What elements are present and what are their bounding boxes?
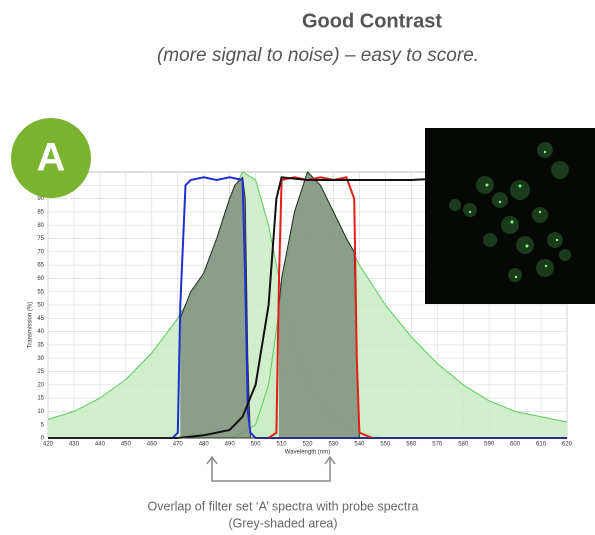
- x-tick-label: 500: [251, 442, 262, 448]
- x-tick-label: 550: [380, 442, 391, 448]
- y-tick-label: 0: [41, 436, 45, 442]
- micrograph: [425, 128, 595, 304]
- x-tick-label: 510: [277, 442, 288, 448]
- subtitle: (more signal to noise) – easy to score.: [157, 45, 479, 66]
- spots: [468, 150, 559, 279]
- x-tick-label: 450: [121, 442, 132, 448]
- y-tick-label: 45: [37, 316, 44, 322]
- line: [179, 176, 251, 439]
- y-tick-label: 50: [37, 303, 44, 309]
- x-axis-label: Wavelength (nm): [285, 450, 330, 456]
- caption-line: Overlap of filter set ‘A’ spectra with p…: [148, 499, 419, 513]
- x-tick-label: 590: [484, 442, 495, 448]
- y-tick-label: 35: [37, 342, 44, 348]
- y-tick-label: 85: [37, 209, 44, 215]
- x-tick-label: 620: [562, 442, 573, 448]
- x-tick-label: 570: [432, 442, 443, 448]
- x-tick-label: 460: [147, 442, 158, 448]
- x-tick-label: 530: [328, 442, 339, 448]
- y-tick-label: 65: [37, 263, 44, 269]
- x-tick-label: 600: [510, 442, 521, 448]
- badge-circle: [11, 118, 91, 198]
- title: Good Contrast: [302, 10, 442, 32]
- x-tick-label: 560: [406, 442, 417, 448]
- area: [180, 177, 251, 439]
- y-tick-label: 60: [37, 276, 44, 282]
- y-tick-label: 25: [37, 369, 44, 375]
- y-tick-label: 15: [37, 396, 44, 402]
- area: [278, 172, 360, 438]
- x-tick-label: 610: [536, 442, 547, 448]
- badge-label: A: [37, 136, 66, 180]
- y-tick-label: 70: [37, 249, 44, 255]
- y-tick-label: 30: [37, 356, 44, 362]
- caption-line: (Grey-shaded area): [228, 516, 337, 530]
- x-tick-label: 490: [225, 442, 236, 448]
- cells: [449, 142, 571, 282]
- x-tick-label: 520: [302, 442, 313, 448]
- y-tick-label: 75: [37, 236, 44, 242]
- badge: A: [11, 118, 91, 198]
- x-tick-label: 420: [43, 442, 54, 448]
- y-tick-label: 80: [37, 223, 44, 229]
- x-tick-label: 430: [69, 442, 80, 448]
- x-tick-label: 440: [95, 442, 106, 448]
- y-tick-label: 20: [37, 382, 44, 388]
- y-tick-label: 5: [41, 422, 45, 428]
- x-tick-label: 580: [458, 442, 469, 448]
- y-tick-label: 90: [37, 196, 44, 202]
- y-axis-label: Transmission (%): [28, 302, 34, 348]
- overlap-arrow: [206, 455, 336, 482]
- y-tick-label: 10: [37, 409, 44, 415]
- x-tick-label: 480: [199, 442, 210, 448]
- line: [48, 176, 567, 439]
- x-tick-label: 470: [173, 442, 184, 448]
- line: [268, 176, 373, 439]
- y-tick-label: 40: [37, 329, 44, 335]
- y-tick-label: 55: [37, 289, 44, 295]
- x-tick-label: 540: [354, 442, 365, 448]
